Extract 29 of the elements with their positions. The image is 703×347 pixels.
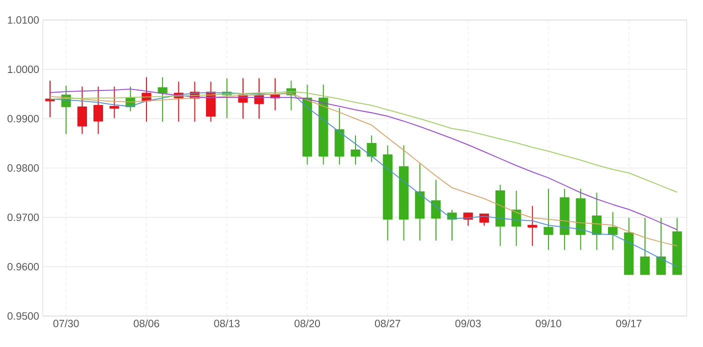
candlestick (110, 86, 120, 119)
candlestick (431, 179, 441, 242)
y-tick-label: 0.9800 (8, 164, 39, 172)
candlestick (350, 134, 360, 166)
x-tick-label: 08/13 (214, 320, 240, 328)
candlestick (544, 188, 554, 250)
y-tick-label: 1.0100 (8, 16, 39, 24)
y-tick-label: 1.0000 (8, 66, 39, 74)
y-tick-label: 0.9600 (8, 262, 39, 270)
x-tick-label: 07/30 (53, 320, 79, 328)
candlestick (366, 134, 376, 163)
y-tick-label: 0.9900 (8, 114, 39, 122)
x-tick-label: 09/03 (455, 320, 481, 328)
candlestick (656, 217, 666, 276)
candlestick (93, 86, 104, 134)
candlestick (640, 217, 650, 276)
candlestick (592, 192, 602, 250)
candlestick (608, 211, 618, 250)
x-tick-label: 08/27 (374, 320, 400, 328)
candlestick (77, 86, 87, 134)
x-tick-label: 08/20 (294, 320, 320, 328)
y-tick-label: 0.9700 (8, 214, 39, 222)
candlestick (447, 209, 457, 242)
x-tick-label: 08/06 (134, 320, 160, 328)
candlestick (158, 76, 168, 122)
x-tick-label: 09/10 (536, 320, 562, 328)
y-tick-label: 0.9500 (8, 312, 39, 320)
candlestick (528, 205, 538, 246)
x-tick-label: 09/17 (616, 320, 642, 328)
